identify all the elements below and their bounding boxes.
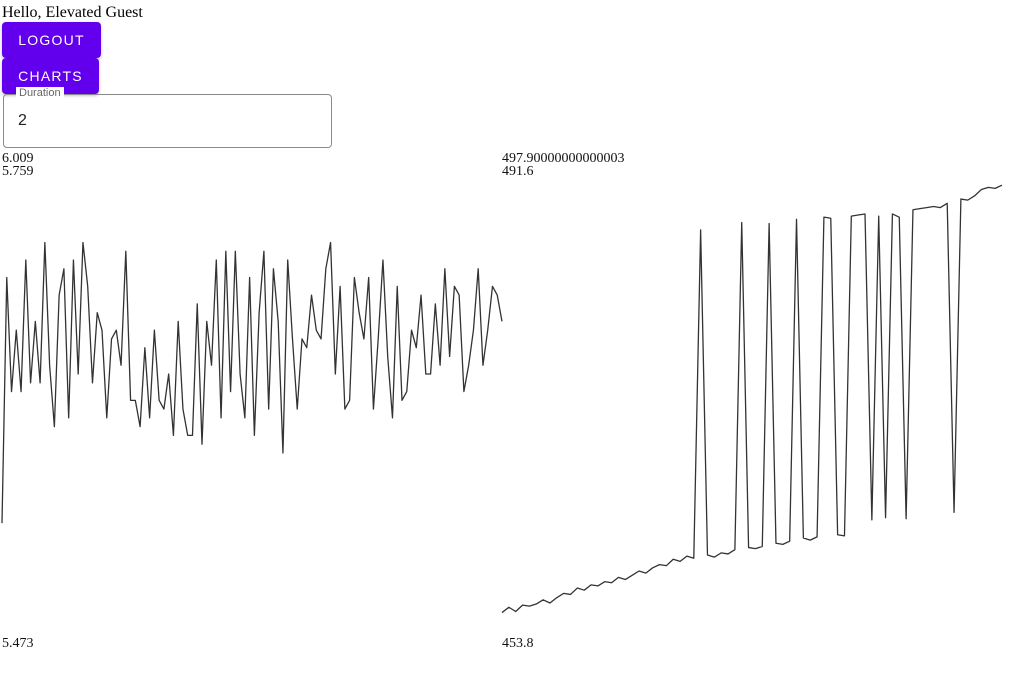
chart-right-last-label: 491.6 <box>502 164 534 179</box>
chart-left-svg <box>1 241 503 524</box>
duration-label: Duration <box>16 87 64 99</box>
chart-left-last-label: 5.759 <box>2 164 34 179</box>
duration-field: Duration <box>3 87 332 148</box>
chart-right-max-label: 497.90000000000003 <box>502 151 625 166</box>
chart-right: 497.90000000000003 491.6 453.8 <box>501 151 1003 662</box>
chart-right-series-line <box>501 184 1003 614</box>
chart-left-min-label: 5.473 <box>2 636 34 651</box>
chart-right-svg <box>501 184 1003 614</box>
chart-left-series-line <box>1 241 503 524</box>
chart-left: 6.009 5.759 5.473 <box>1 151 503 662</box>
greeting-text: Hello, Elevated Guest <box>2 4 143 21</box>
duration-input[interactable] <box>18 112 318 130</box>
logout-button[interactable]: LOGOUT <box>2 22 101 58</box>
chart-right-min-label: 453.8 <box>502 636 534 651</box>
chart-left-max-label: 6.009 <box>2 151 34 166</box>
